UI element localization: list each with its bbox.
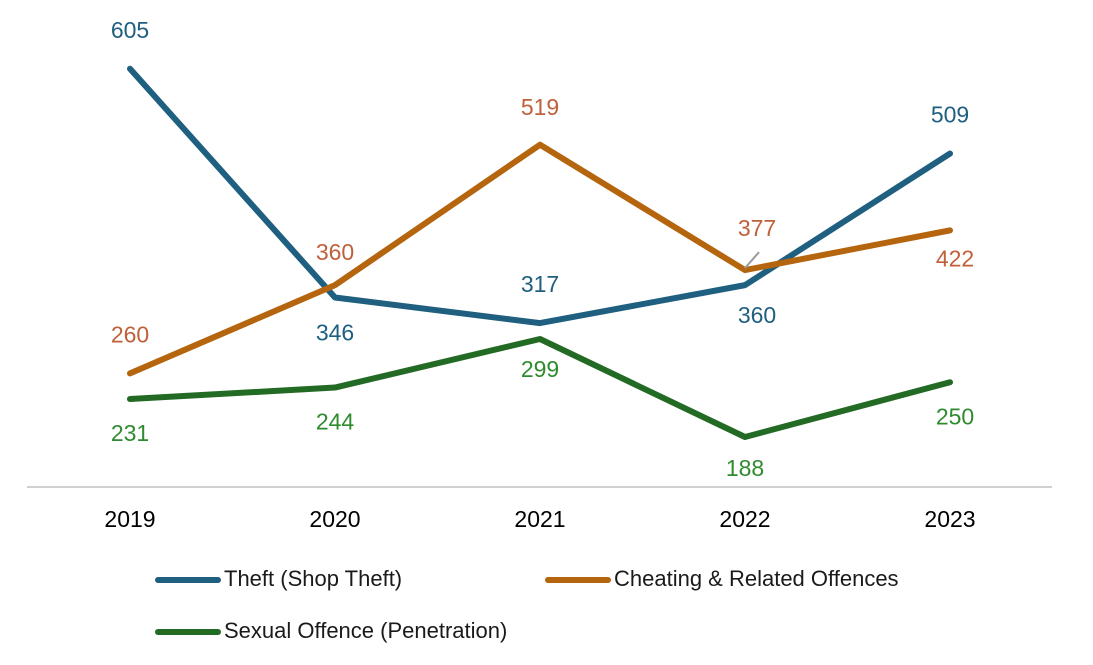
x-tick-label: 2019 bbox=[104, 506, 155, 532]
leader-lines bbox=[744, 251, 760, 269]
x-tick-label: 2023 bbox=[924, 506, 975, 532]
data-labels: 605 346 317 360 509 260 360 519 377 422 231 244 299 1… bbox=[111, 17, 974, 481]
data-label: 260 bbox=[111, 321, 149, 347]
data-label: 377 bbox=[738, 215, 776, 241]
data-label: 244 bbox=[316, 409, 355, 435]
data-label: 317 bbox=[521, 271, 559, 297]
label-leader-line bbox=[744, 251, 760, 269]
data-label: 250 bbox=[936, 403, 974, 429]
legend: Theft (Shop Theft) Cheating & Related Off… bbox=[155, 566, 899, 643]
legend-label: Cheating & Related Offences bbox=[614, 566, 899, 591]
series-line-2 bbox=[127, 335, 953, 440]
data-label: 346 bbox=[316, 320, 354, 346]
data-label: 231 bbox=[111, 420, 149, 446]
x-tick-label: 2022 bbox=[719, 506, 770, 532]
series-lines bbox=[127, 65, 953, 440]
x-axis-ticks: 2019 2020 2021 2022 2023 bbox=[104, 506, 975, 532]
data-label: 360 bbox=[316, 239, 354, 265]
legend-label: Sexual Offence (Penetration) bbox=[224, 618, 507, 643]
x-tick-label: 2020 bbox=[309, 506, 360, 532]
x-tick-label: 2021 bbox=[514, 506, 565, 532]
data-label: 188 bbox=[726, 455, 764, 481]
data-label: 519 bbox=[521, 94, 559, 120]
data-label: 422 bbox=[936, 245, 974, 271]
data-label: 299 bbox=[521, 356, 559, 382]
series-line-1 bbox=[127, 141, 953, 377]
data-label: 605 bbox=[111, 17, 149, 43]
data-label: 509 bbox=[931, 102, 969, 128]
data-label: 360 bbox=[738, 302, 776, 328]
series-line-0 bbox=[127, 65, 953, 327]
legend-label: Theft (Shop Theft) bbox=[224, 566, 402, 591]
